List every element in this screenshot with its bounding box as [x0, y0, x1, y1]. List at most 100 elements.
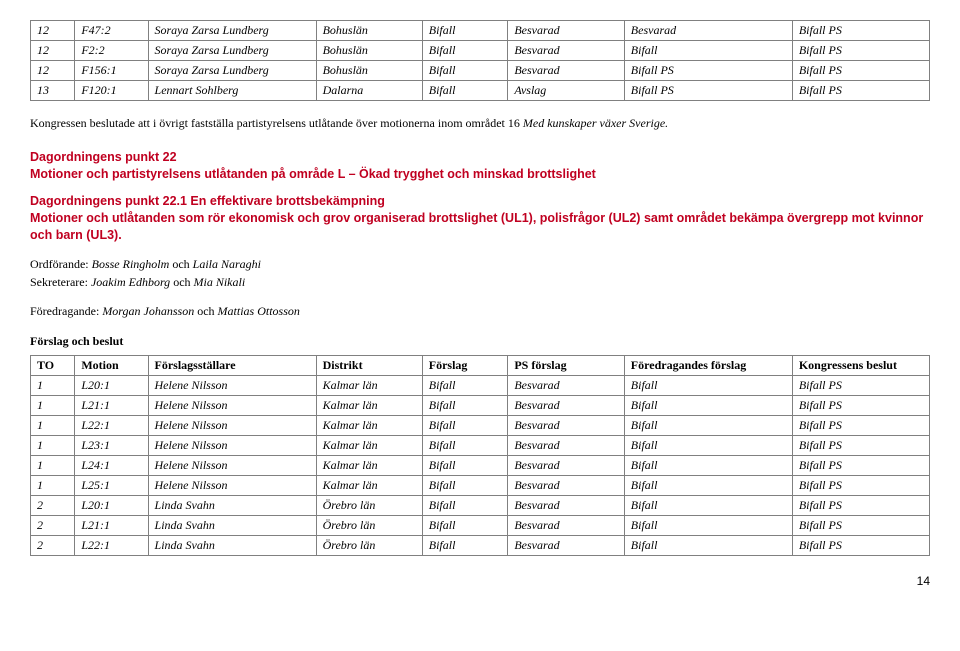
- table-cell: 1: [31, 415, 75, 435]
- table-cell: Besvarad: [508, 535, 624, 555]
- table-cell: 12: [31, 21, 75, 41]
- motions-table-2: TOMotionFörslagsställareDistriktFörslagP…: [30, 355, 930, 556]
- table-cell: Bifall: [422, 41, 508, 61]
- table-cell: 2: [31, 535, 75, 555]
- table-cell: Helene Nilsson: [148, 395, 316, 415]
- table-cell: Bifall: [624, 415, 792, 435]
- table-row: 1L24:1Helene NilssonKalmar länBifallBesv…: [31, 455, 930, 475]
- table-cell: Kalmar län: [316, 475, 422, 495]
- table-cell: F156:1: [75, 61, 148, 81]
- table-cell: Besvarad: [508, 375, 624, 395]
- table-cell: Besvarad: [508, 455, 624, 475]
- table-cell: Bifall PS: [792, 21, 929, 41]
- ordforande-value-2: Laila Naraghi: [193, 257, 261, 271]
- table-row: 12F2:2Soraya Zarsa LundbergBohuslänBifal…: [31, 41, 930, 61]
- motions-table-1: 12F47:2Soraya Zarsa LundbergBohuslänBifa…: [30, 20, 930, 101]
- table-cell: 1: [31, 375, 75, 395]
- table-cell: Soraya Zarsa Lundberg: [148, 21, 316, 41]
- kongress-text-italic: Med kunskaper växer Sverige.: [523, 116, 668, 130]
- och-text: och: [173, 275, 193, 289]
- table-row: 1L20:1Helene NilssonKalmar länBifallBesv…: [31, 375, 930, 395]
- table-cell: Linda Svahn: [148, 495, 316, 515]
- table-row: 1L23:1Helene NilssonKalmar länBifallBesv…: [31, 435, 930, 455]
- table-cell: Bifall PS: [792, 415, 929, 435]
- table-cell: Bifall PS: [792, 535, 929, 555]
- table-cell: Örebro län: [316, 515, 422, 535]
- table-cell: Bifall PS: [792, 435, 929, 455]
- och-text: och: [197, 304, 217, 318]
- table-cell: Bifall: [624, 395, 792, 415]
- table-cell: Bifall PS: [624, 81, 792, 101]
- table-cell: L20:1: [75, 495, 148, 515]
- table-cell: Bifall: [624, 455, 792, 475]
- table-cell: Örebro län: [316, 495, 422, 515]
- table-cell: Bifall: [422, 535, 508, 555]
- table-cell: Bifall PS: [792, 495, 929, 515]
- table-cell: Linda Svahn: [148, 535, 316, 555]
- table-cell: Besvarad: [508, 475, 624, 495]
- sekreterare-label: Sekreterare:: [30, 275, 91, 289]
- table-cell: Bifall: [422, 395, 508, 415]
- table-cell: Örebro län: [316, 535, 422, 555]
- table-cell: F47:2: [75, 21, 148, 41]
- table-cell: L21:1: [75, 515, 148, 535]
- table-row: 12F47:2Soraya Zarsa LundbergBohuslänBifa…: [31, 21, 930, 41]
- kongress-paragraph: Kongressen beslutade att i övrigt fastst…: [30, 115, 930, 131]
- punkt-22-title: Dagordningens punkt 22: [30, 149, 930, 166]
- table-cell: Bifall PS: [624, 61, 792, 81]
- table-row: 2L20:1Linda SvahnÖrebro länBifallBesvara…: [31, 495, 930, 515]
- ordforande-label: Ordförande:: [30, 257, 92, 271]
- table-cell: Bifall: [422, 515, 508, 535]
- foredragande-label: Föredragande:: [30, 304, 102, 318]
- table-cell: Helene Nilsson: [148, 455, 316, 475]
- table-cell: L25:1: [75, 475, 148, 495]
- table-cell: L20:1: [75, 375, 148, 395]
- table-cell: Dalarna: [316, 81, 422, 101]
- table-cell: Bifall PS: [792, 81, 929, 101]
- table-cell: Helene Nilsson: [148, 375, 316, 395]
- table-cell: Helene Nilsson: [148, 415, 316, 435]
- table-cell: Kalmar län: [316, 415, 422, 435]
- sekreterare-line: Sekreterare: Joakim Edhborg och Mia Nika…: [30, 274, 930, 291]
- table-cell: 2: [31, 495, 75, 515]
- table-cell: Besvarad: [508, 21, 624, 41]
- table-row: 13F120:1Lennart SohlbergDalarnaBifallAvs…: [31, 81, 930, 101]
- table-header-cell: Förslag: [422, 355, 508, 375]
- table-cell: Bifall: [624, 41, 792, 61]
- table-row: 2L22:1Linda SvahnÖrebro länBifallBesvara…: [31, 535, 930, 555]
- table-header-cell: Distrikt: [316, 355, 422, 375]
- table-cell: Bifall PS: [792, 475, 929, 495]
- table-cell: Bifall: [422, 415, 508, 435]
- table-cell: Besvarad: [508, 495, 624, 515]
- table-cell: Bifall: [624, 535, 792, 555]
- table-cell: 12: [31, 41, 75, 61]
- table-cell: Besvarad: [508, 61, 624, 81]
- kongress-text: Kongressen beslutade att i övrigt fastst…: [30, 116, 523, 130]
- table-cell: L23:1: [75, 435, 148, 455]
- table-header-cell: Motion: [75, 355, 148, 375]
- table-cell: 1: [31, 395, 75, 415]
- table-cell: Besvarad: [508, 435, 624, 455]
- table-cell: Helene Nilsson: [148, 435, 316, 455]
- table-cell: F2:2: [75, 41, 148, 61]
- table-cell: L22:1: [75, 535, 148, 555]
- table-cell: Bifall: [624, 435, 792, 455]
- table-cell: Kalmar län: [316, 455, 422, 475]
- table-header-cell: PS förslag: [508, 355, 624, 375]
- foredragande-line: Föredragande: Morgan Johansson och Matti…: [30, 303, 930, 320]
- table-cell: Bifall PS: [792, 455, 929, 475]
- table-cell: Linda Svahn: [148, 515, 316, 535]
- table-row: 1L25:1Helene NilssonKalmar länBifallBesv…: [31, 475, 930, 495]
- punkt-221-body: Motioner och utlåtanden som rör ekonomis…: [30, 210, 930, 244]
- table-header-cell: Kongressens beslut: [792, 355, 929, 375]
- table-cell: Kalmar län: [316, 395, 422, 415]
- table-cell: 2: [31, 515, 75, 535]
- table-cell: Bifall: [422, 21, 508, 41]
- table-header-cell: Förslagsställare: [148, 355, 316, 375]
- table-cell: Bifall PS: [792, 61, 929, 81]
- table-cell: Besvarad: [508, 395, 624, 415]
- table-cell: Helene Nilsson: [148, 475, 316, 495]
- table-row: 2L21:1Linda SvahnÖrebro länBifallBesvara…: [31, 515, 930, 535]
- table-row: 12F156:1Soraya Zarsa LundbergBohuslänBif…: [31, 61, 930, 81]
- table-cell: Bifall PS: [792, 375, 929, 395]
